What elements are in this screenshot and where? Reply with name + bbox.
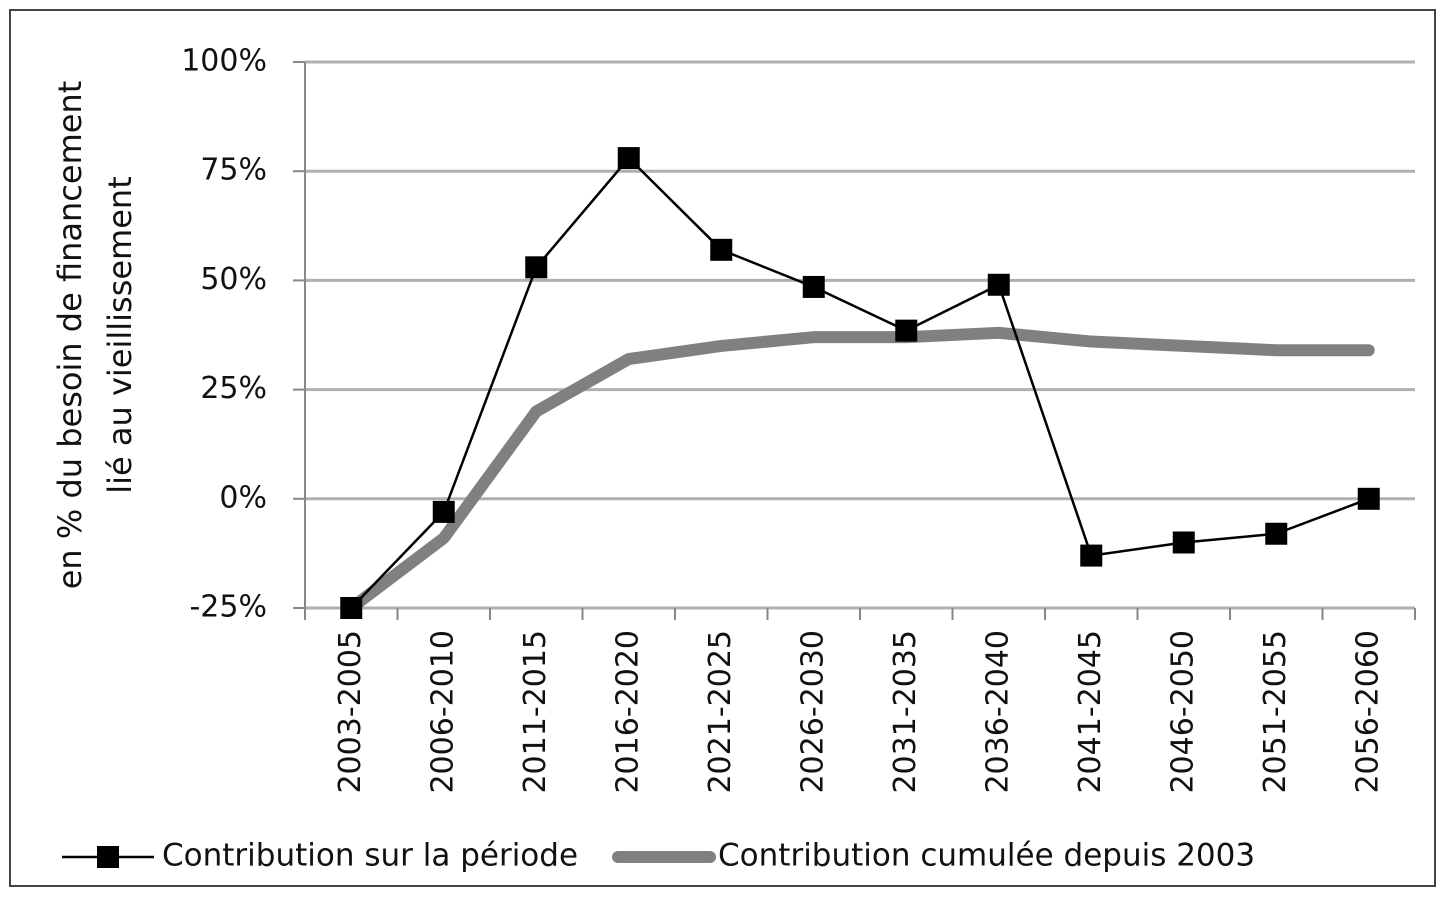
y-tick-label: 100% [181, 44, 267, 79]
x-tick-label: 2046-2050 [1165, 630, 1200, 794]
marker [525, 256, 548, 279]
marker [432, 500, 455, 523]
x-tick-label: 2051-2055 [1258, 630, 1293, 794]
y-axis-label: lié au vieillissement [101, 176, 139, 494]
marker [340, 597, 363, 619]
x-tick-label: 2026-2030 [795, 630, 830, 794]
marker [1265, 522, 1288, 545]
x-tick-label: 2036-2040 [980, 630, 1015, 794]
y-tick-label: -25% [189, 590, 267, 625]
marker [895, 319, 918, 342]
series-line [345, 326, 1375, 614]
marker [802, 275, 825, 298]
marker [987, 273, 1010, 296]
x-tick-label: 2056-2060 [1350, 630, 1385, 794]
x-tick-label: 2016-2020 [610, 630, 645, 794]
marker [710, 238, 733, 261]
y-tick-label: 0% [219, 480, 267, 515]
series-line [350, 156, 1370, 610]
legend-label: Contribution cumulée depuis 2003 [718, 838, 1255, 874]
x-tick-label: 2041-2045 [1073, 630, 1108, 794]
x-tick-label: 2031-2035 [888, 630, 923, 794]
marker [1080, 544, 1103, 567]
marker [617, 147, 640, 170]
chart-frame [9, 9, 1436, 887]
legend-label: Contribution sur la période [162, 838, 578, 874]
x-tick-label: 2003-2005 [333, 630, 368, 794]
x-tick-label: 2006-2010 [425, 630, 460, 794]
legend-marker [97, 846, 119, 868]
y-tick-label: 50% [200, 262, 267, 297]
x-tick-label: 2021-2025 [703, 630, 738, 794]
marker [1357, 487, 1380, 510]
x-tick-label: 2011-2015 [518, 630, 553, 794]
y-tick-label: 25% [200, 371, 267, 406]
y-axis-label: en % du besoin de financement [51, 81, 89, 590]
marker [1172, 531, 1195, 554]
y-tick-label: 75% [200, 153, 267, 188]
